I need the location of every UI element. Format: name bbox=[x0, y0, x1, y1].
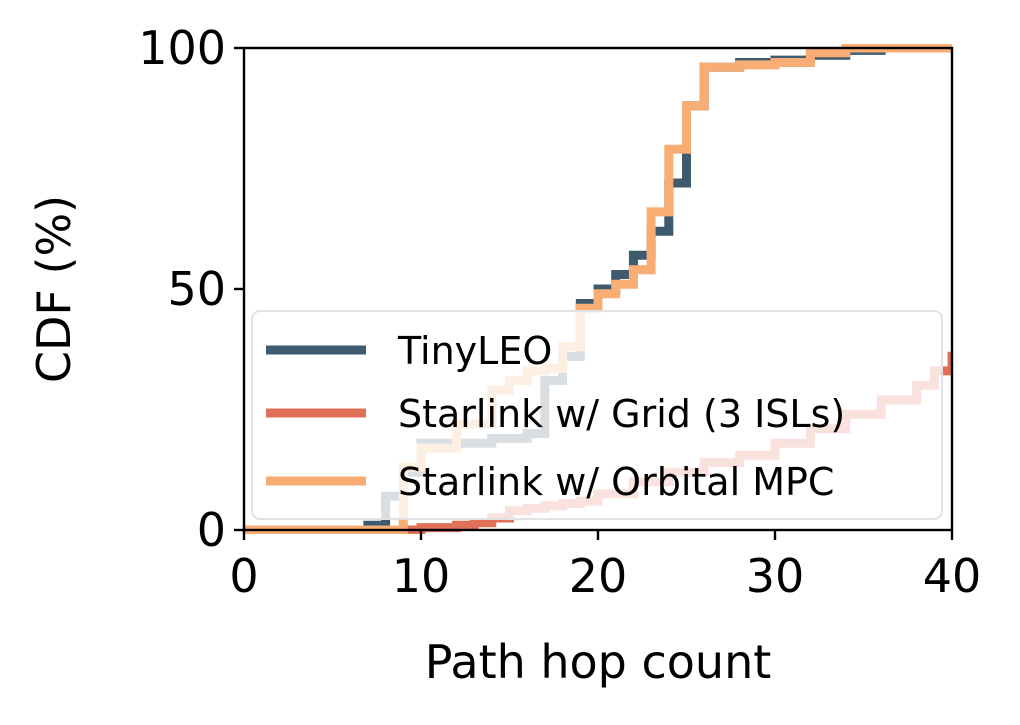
x-tick-label: 0 bbox=[229, 549, 258, 603]
y-tick-label: 50 bbox=[167, 262, 226, 316]
y-tick-label: 0 bbox=[197, 503, 226, 557]
legend-label-3: Starlink w/ Orbital MPC bbox=[398, 460, 834, 504]
x-axis-label: Path hop count bbox=[425, 635, 772, 689]
x-tick-label: 20 bbox=[569, 549, 628, 603]
y-tick-label: 100 bbox=[138, 21, 226, 75]
legend-box bbox=[251, 310, 943, 520]
x-tick-label: 30 bbox=[746, 549, 805, 603]
x-tick-label: 40 bbox=[923, 549, 982, 603]
legend-label-1: TinyLEO bbox=[397, 329, 552, 373]
axis-ticks: 0 10 20 30 40 0 50 100 bbox=[138, 21, 981, 603]
x-tick-label: 10 bbox=[392, 549, 451, 603]
legend-label-2: Starlink w/ Grid (3 ISLs) bbox=[398, 392, 845, 436]
y-axis-label: CDF (%) bbox=[27, 195, 81, 383]
legend: TinyLEO Starlink w/ Grid (3 ISLs) Starlink… bbox=[251, 310, 943, 520]
